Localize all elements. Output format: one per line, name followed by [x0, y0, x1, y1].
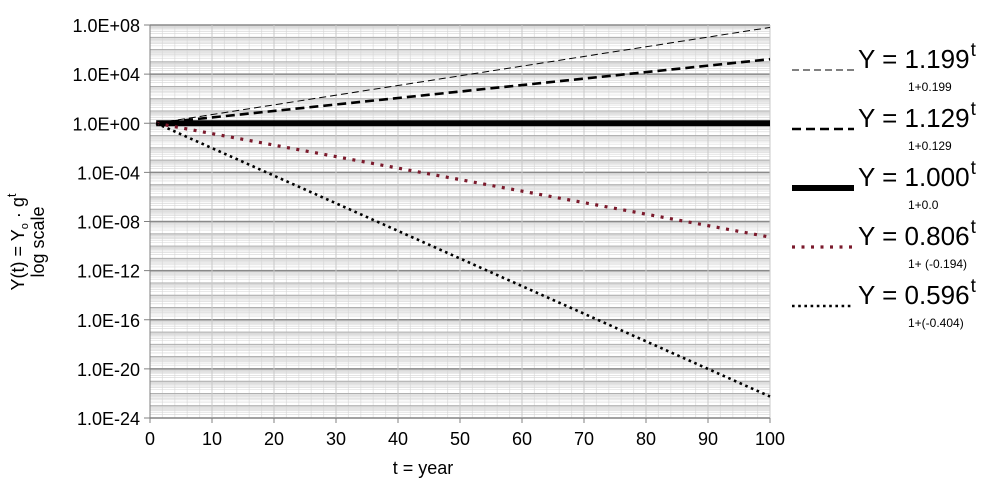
legend-equation: Y = 1.000t [858, 158, 976, 193]
legend-swatch [792, 127, 854, 131]
y-axis-title-subscript: o [19, 223, 31, 229]
y-axis-title-main: Y(t) = Y [8, 229, 28, 290]
x-axis-title: t = year [393, 458, 454, 478]
legend-item-5: Y = 0.596t 1+(-0.404) [788, 276, 984, 336]
legend-growth-note: 1+0.0 [908, 198, 939, 212]
x-tick-label: 10 [202, 429, 222, 449]
legend-equation: Y = 0.806t [858, 217, 976, 252]
x-tick-label: 40 [388, 429, 408, 449]
legend-equation-exponent: t [970, 99, 976, 120]
y-axis-title-superscript: t [4, 193, 19, 197]
legend-item-4: Y = 0.806t 1+ (-0.194) [788, 217, 984, 277]
y-axis-title-line2: log scale [28, 206, 48, 277]
y-tick-label: 1.0E-12 [77, 262, 140, 282]
legend: Y = 1.199t 1+0.199 Y = 1.129t 1+0.129 Y = 1.… [788, 0, 984, 480]
series-line-1 [156, 26, 771, 124]
series-line-5 [155, 122, 771, 398]
major-grid [149, 24, 771, 419]
legend-swatch [792, 185, 854, 191]
legend-growth-note: 1+(-0.404) [908, 316, 964, 330]
legend-equation: Y = 1.129t [858, 99, 976, 134]
y-tick-label: 1.0E+04 [72, 65, 140, 85]
y-tick-label: 1.0E+08 [72, 16, 140, 36]
x-tick-label: 80 [636, 429, 656, 449]
legend-equation-exponent: t [970, 158, 976, 179]
svg-text:Y(t) = Yo · gt: Y(t) = Yo · gt [4, 193, 31, 290]
legend-item-1: Y = 1.199t 1+0.199 [788, 40, 984, 100]
legend-equation-text: Y = 1.000 [858, 162, 970, 192]
x-tick-label: 30 [326, 429, 346, 449]
legend-growth-note: 1+0.129 [908, 139, 952, 153]
y-tick-label: 1.0E-04 [77, 163, 140, 183]
x-tick-label: 0 [145, 429, 155, 449]
y-tick-labels: 1.0E+08 1.0E+04 1.0E+00 1.0E-04 1.0E-08 1.0E-… [72, 16, 150, 429]
legend-equation-exponent: t [970, 40, 976, 61]
legend-equation: Y = 1.199t [858, 40, 976, 75]
legend-item-3: Y = 1.000t 1+0.0 [788, 158, 984, 218]
legend-equation-text: Y = 1.199 [858, 44, 970, 74]
y-axis-title: Y(t) = Yo · gt log scale [4, 193, 48, 290]
legend-item-2: Y = 1.129t 1+0.129 [788, 99, 984, 159]
y-tick-label: 1.0E-08 [77, 213, 140, 233]
legend-growth-note: 1+0.199 [908, 80, 952, 94]
y-axis-title-mid: · g [8, 197, 28, 223]
y-tick-label: 1.0E-16 [77, 311, 140, 331]
x-tick-label: 100 [755, 429, 785, 449]
y-tick-label: 1.0E-24 [77, 409, 140, 429]
legend-equation-text: Y = 0.596 [858, 280, 970, 310]
legend-swatch [792, 304, 854, 308]
x-tick-label: 20 [264, 429, 284, 449]
legend-equation: Y = 0.596t [858, 276, 976, 311]
series-layer [155, 26, 771, 398]
legend-equation-text: Y = 0.806 [858, 221, 970, 251]
legend-equation-exponent: t [970, 217, 976, 238]
x-tick-label: 60 [512, 429, 532, 449]
series-line-2 [156, 57, 771, 125]
legend-growth-note: 1+ (-0.194) [908, 257, 968, 271]
x-tick-label: 70 [574, 429, 594, 449]
x-tick-label: 50 [450, 429, 470, 449]
y-tick-label: 1.0E-20 [77, 360, 140, 380]
legend-equation-text: Y = 1.129 [858, 103, 970, 133]
x-tick-label: 90 [698, 429, 718, 449]
y-tick-label: 1.0E+00 [72, 114, 140, 134]
legend-swatch [792, 245, 854, 249]
x-tick-labels: 0 10 20 30 40 50 60 70 80 90 100 [145, 418, 785, 449]
legend-equation-exponent: t [970, 276, 976, 297]
legend-swatch [792, 69, 854, 71]
